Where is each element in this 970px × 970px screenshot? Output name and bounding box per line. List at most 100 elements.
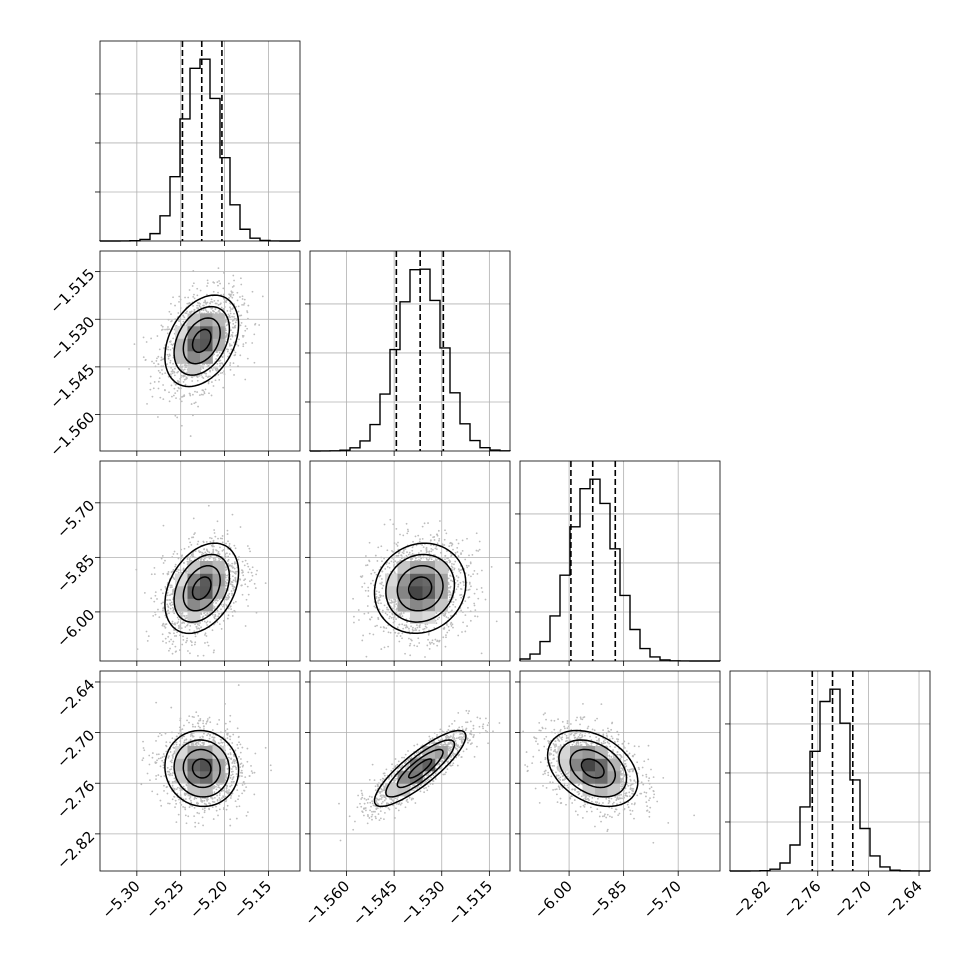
sample-point: [422, 546, 425, 549]
sample-point: [157, 355, 160, 358]
sample-point: [226, 310, 229, 312]
sample-point: [375, 573, 378, 576]
sample-point: [191, 393, 194, 396]
sample-point: [214, 379, 217, 382]
sample-point: [175, 397, 177, 400]
sample-point: [358, 619, 360, 621]
sample-point: [435, 622, 438, 625]
sample-point: [451, 566, 454, 569]
sample-point: [160, 324, 163, 327]
sample-point: [164, 626, 167, 629]
sample-point: [416, 645, 419, 648]
sample-point: [212, 548, 215, 551]
sample-point: [433, 627, 436, 629]
sample-point: [436, 542, 439, 545]
sample-point: [462, 621, 464, 624]
sample-point: [422, 556, 425, 559]
sample-point: [444, 558, 446, 561]
sample-point: [166, 332, 169, 335]
sample-point: [197, 725, 200, 728]
sample-point: [180, 400, 183, 403]
sample-point: [447, 583, 450, 586]
sample-point: [380, 602, 382, 605]
sample-point: [211, 307, 214, 310]
sample-point: [192, 295, 195, 298]
sample-point: [466, 566, 469, 569]
sample-point: [235, 570, 237, 573]
sample-point: [388, 566, 391, 569]
sample-point: [225, 800, 227, 803]
sample-point: [220, 306, 223, 309]
sample-point: [402, 552, 405, 555]
sample-point: [215, 358, 217, 360]
sample-point: [168, 353, 171, 356]
sample-point: [370, 616, 373, 619]
sample-point: [179, 787, 181, 790]
sample-point: [410, 554, 412, 557]
sample-point: [237, 558, 240, 561]
sample-point: [361, 575, 364, 577]
sample-point: [212, 385, 215, 387]
sample-point: [522, 599, 524, 601]
sample-point: [152, 387, 155, 390]
sample-point: [457, 585, 459, 588]
sample-point: [402, 627, 405, 630]
sample-point: [180, 323, 183, 326]
sample-point: [217, 551, 220, 553]
sample-point: [196, 304, 199, 307]
sample-point: [225, 566, 228, 569]
sample-point: [196, 627, 198, 630]
sample-point: [218, 553, 221, 556]
sample-point: [180, 424, 183, 427]
sample-point: [444, 555, 447, 557]
sample-point: [228, 314, 231, 317]
sample-point: [169, 361, 172, 364]
sample-point: [178, 380, 180, 383]
sample-point: [181, 365, 184, 368]
sample-point: [396, 626, 399, 629]
sample-point: [213, 545, 215, 548]
sample-point: [173, 777, 176, 780]
sample-point: [397, 554, 400, 557]
sample-point: [170, 638, 172, 641]
sample-point: [381, 609, 384, 612]
sample-point: [244, 625, 247, 627]
sample-point: [227, 555, 230, 558]
sample-point: [153, 381, 156, 383]
sample-point: [209, 302, 212, 305]
sample-point: [212, 557, 215, 560]
density-cell: [212, 561, 226, 574]
sample-point: [417, 552, 420, 555]
sample-point: [192, 282, 195, 285]
sample-point: [212, 290, 215, 293]
sample-point: [269, 764, 272, 767]
sample-point: [204, 632, 207, 635]
sample-point: [242, 343, 245, 346]
sample-point: [217, 267, 220, 270]
sample-point: [202, 552, 205, 555]
sample-point: [241, 298, 244, 300]
sample-point: [185, 641, 187, 644]
sample-point: [246, 327, 249, 330]
sample-point: [417, 534, 420, 537]
sample-point: [395, 554, 398, 557]
sample-point: [171, 782, 174, 785]
sample-point: [242, 345, 245, 348]
sample-point: [239, 314, 242, 317]
sample-point: [166, 591, 169, 594]
sample-point: [242, 574, 245, 577]
sample-point: [197, 405, 199, 408]
sample-point: [153, 362, 155, 365]
contour-line: [191, 328, 212, 354]
sample-point: [187, 302, 190, 305]
sample-point: [399, 612, 402, 615]
sample-point: [167, 635, 170, 638]
sample-point: [190, 553, 193, 556]
sample-point: [473, 604, 476, 607]
sample-point: [171, 589, 174, 591]
sample-point: [377, 599, 380, 602]
sample-point: [191, 380, 194, 382]
sample-point: [408, 637, 410, 640]
sample-point: [403, 556, 406, 559]
sample-point: [362, 634, 365, 637]
